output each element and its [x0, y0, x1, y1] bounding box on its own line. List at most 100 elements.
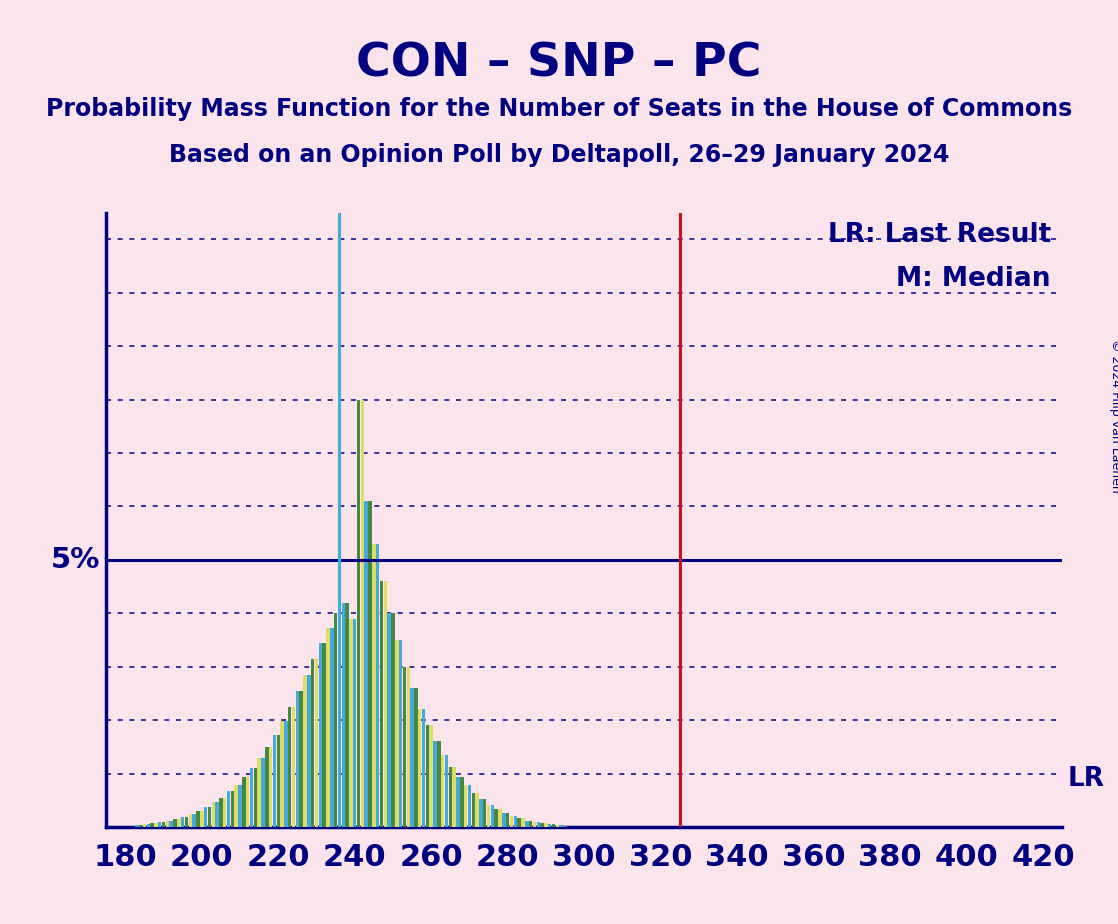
Bar: [399, 640, 402, 827]
Bar: [246, 777, 249, 827]
Bar: [303, 675, 306, 827]
Bar: [235, 784, 238, 827]
Bar: [464, 785, 467, 827]
Bar: [491, 805, 494, 827]
Bar: [410, 688, 414, 827]
Bar: [181, 817, 184, 827]
Bar: [364, 501, 368, 827]
Bar: [434, 741, 437, 827]
Bar: [372, 544, 376, 827]
Bar: [262, 758, 265, 827]
Bar: [143, 824, 146, 827]
Text: M: Median: M: Median: [897, 266, 1051, 292]
Bar: [383, 581, 387, 827]
Bar: [499, 808, 502, 827]
Bar: [338, 239, 341, 827]
Bar: [158, 822, 161, 827]
Bar: [139, 825, 142, 827]
Bar: [319, 643, 322, 827]
Bar: [192, 814, 196, 827]
Bar: [208, 808, 211, 827]
Bar: [559, 825, 563, 827]
Bar: [521, 819, 524, 827]
Bar: [556, 825, 559, 827]
Bar: [334, 614, 338, 827]
Bar: [311, 659, 314, 827]
Bar: [483, 799, 486, 827]
Bar: [448, 767, 452, 827]
Bar: [437, 741, 440, 827]
Bar: [345, 602, 349, 827]
Bar: [461, 777, 464, 827]
Bar: [402, 667, 406, 827]
Bar: [548, 824, 551, 827]
Bar: [357, 399, 360, 827]
Bar: [135, 825, 139, 827]
Text: © 2024 Filip van Laenen: © 2024 Filip van Laenen: [1109, 339, 1118, 492]
Bar: [361, 399, 364, 827]
Text: CON – SNP – PC: CON – SNP – PC: [357, 42, 761, 87]
Bar: [265, 747, 268, 827]
Bar: [380, 581, 383, 827]
Bar: [376, 544, 379, 827]
Bar: [222, 797, 227, 827]
Bar: [292, 707, 295, 827]
Bar: [326, 627, 330, 827]
Bar: [162, 822, 165, 827]
Bar: [421, 710, 425, 827]
Bar: [257, 758, 260, 827]
Bar: [518, 819, 521, 827]
Bar: [300, 691, 303, 827]
Bar: [407, 667, 410, 827]
Bar: [414, 688, 418, 827]
Bar: [388, 614, 391, 827]
Bar: [494, 808, 498, 827]
Bar: [238, 784, 241, 827]
Bar: [395, 640, 398, 827]
Bar: [426, 725, 429, 827]
Bar: [445, 755, 448, 827]
Text: Based on an Opinion Poll by Deltapoll, 26–29 January 2024: Based on an Opinion Poll by Deltapoll, 2…: [169, 143, 949, 167]
Bar: [249, 768, 253, 827]
Bar: [467, 785, 471, 827]
Bar: [230, 791, 234, 827]
Text: Probability Mass Function for the Number of Seats in the House of Commons: Probability Mass Function for the Number…: [46, 97, 1072, 121]
Bar: [173, 819, 177, 827]
Bar: [211, 802, 215, 827]
Bar: [170, 821, 173, 827]
Bar: [544, 823, 548, 827]
Bar: [227, 791, 230, 827]
Bar: [563, 826, 567, 827]
Bar: [486, 805, 491, 827]
Bar: [184, 817, 188, 827]
Bar: [510, 816, 513, 827]
Bar: [480, 799, 483, 827]
Bar: [219, 797, 222, 827]
Bar: [284, 722, 287, 827]
Bar: [288, 707, 292, 827]
Bar: [269, 747, 273, 827]
Bar: [525, 821, 529, 827]
Bar: [203, 808, 207, 827]
Bar: [315, 659, 319, 827]
Bar: [154, 823, 158, 827]
Bar: [368, 501, 372, 827]
Bar: [513, 816, 517, 827]
Text: 5%: 5%: [51, 546, 101, 574]
Bar: [146, 824, 150, 827]
Bar: [165, 821, 169, 827]
Bar: [533, 822, 537, 827]
Text: LR: LR: [1068, 766, 1105, 792]
Bar: [552, 824, 556, 827]
Bar: [353, 618, 357, 827]
Bar: [475, 793, 479, 827]
Bar: [342, 602, 345, 827]
Bar: [200, 811, 203, 827]
Bar: [243, 777, 246, 827]
Bar: [151, 823, 154, 827]
Bar: [276, 735, 280, 827]
Text: LR: Last Result: LR: Last Result: [827, 222, 1051, 248]
Bar: [322, 643, 325, 827]
Bar: [330, 627, 333, 827]
Bar: [281, 722, 284, 827]
